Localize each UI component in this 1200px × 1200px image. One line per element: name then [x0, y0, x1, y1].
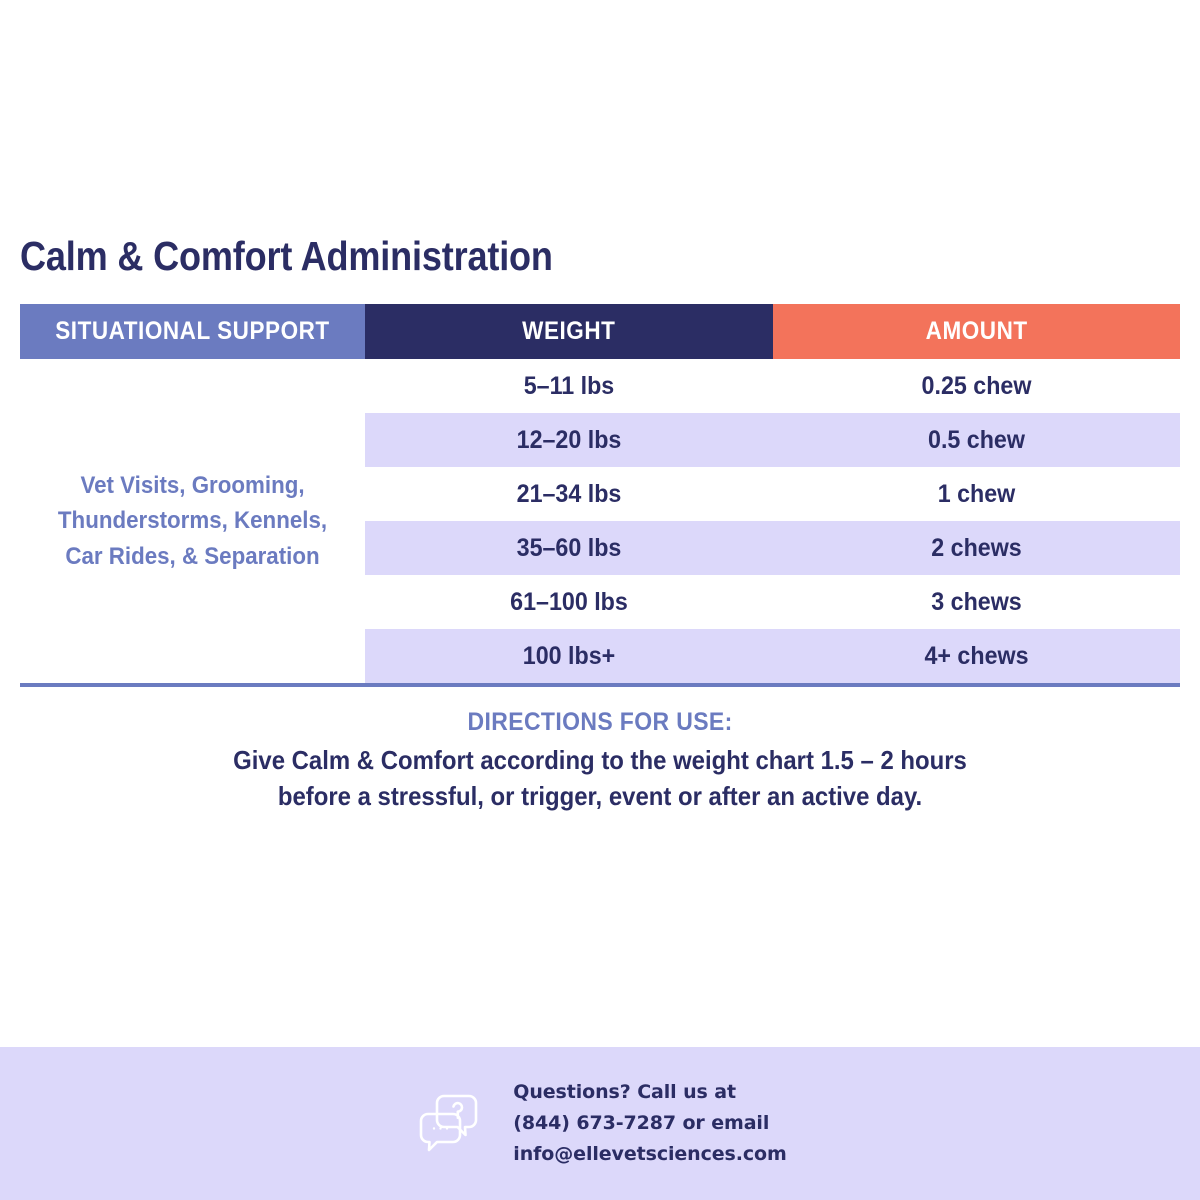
table-row: 100 lbs+ 4+ chews [365, 629, 1180, 683]
column-header-situational-support-label: SITUATIONAL SUPPORT [55, 317, 330, 345]
directions-section: DIRECTIONS FOR USE: Give Calm & Comfort … [0, 708, 1200, 814]
footer-line-2: (844) 673-7287 or email [513, 1112, 770, 1135]
dosage-rows: 5–11 lbs 0.25 chew 12–20 lbs 0.5 chew 21… [365, 359, 1180, 683]
footer-line-3: info@ellevetsciences.com [513, 1142, 787, 1165]
table-row: 12–20 lbs 0.5 chew [365, 413, 1180, 467]
cell-amount: 2 chews [931, 533, 1022, 562]
directions-line-2: before a stressful, or trigger, event or… [277, 781, 923, 812]
column-header-amount-label: AMOUNT [925, 317, 1028, 345]
column-header-amount: AMOUNT [773, 304, 1180, 359]
cell-weight: 21–34 lbs [516, 479, 622, 508]
table-header-row: SITUATIONAL SUPPORT WEIGHT AMOUNT [20, 304, 1180, 359]
page-title: Calm & Comfort Administration [20, 233, 553, 279]
table-row: 35–60 lbs 2 chews [365, 521, 1180, 575]
directions-line-1: Give Calm & Comfort according to the wei… [233, 745, 967, 775]
table-row: 61–100 lbs 3 chews [365, 575, 1180, 629]
cell-weight: 100 lbs+ [522, 641, 616, 670]
cell-amount: 4+ chews [924, 641, 1029, 670]
dosage-table: SITUATIONAL SUPPORT WEIGHT AMOUNT Vet Vi… [20, 304, 1180, 687]
column-header-weight-label: WEIGHT [522, 317, 616, 345]
cell-amount: 3 chews [931, 587, 1022, 616]
column-header-weight: WEIGHT [365, 304, 773, 359]
column-header-situational-support: SITUATIONAL SUPPORT [20, 304, 365, 359]
situational-support-text: Vet Visits, Grooming, Thunderstorms, Ken… [57, 471, 328, 570]
cell-weight: 12–20 lbs [516, 425, 622, 454]
footer-contact-text: Questions? Call us at (844) 673-7287 or … [513, 1077, 787, 1169]
cell-amount: 0.5 chew [928, 425, 1025, 454]
chat-bubbles-question-icon [413, 1091, 485, 1155]
directions-heading: DIRECTIONS FOR USE: [467, 708, 733, 736]
table-row: 21–34 lbs 1 chew [365, 467, 1180, 521]
table-body: Vet Visits, Grooming, Thunderstorms, Ken… [20, 359, 1180, 687]
situational-support-cell: Vet Visits, Grooming, Thunderstorms, Ken… [20, 359, 365, 683]
cell-amount: 0.25 chew [921, 371, 1032, 400]
cell-weight: 61–100 lbs [510, 587, 628, 616]
footer-line-1: Questions? Call us at [513, 1081, 736, 1104]
footer-content: Questions? Call us at (844) 673-7287 or … [413, 1077, 787, 1169]
footer-contact-band: Questions? Call us at (844) 673-7287 or … [0, 1047, 1200, 1200]
cell-amount: 1 chew [937, 479, 1016, 508]
table-row: 5–11 lbs 0.25 chew [365, 359, 1180, 413]
cell-weight: 35–60 lbs [516, 533, 622, 562]
cell-weight: 5–11 lbs [523, 371, 615, 400]
